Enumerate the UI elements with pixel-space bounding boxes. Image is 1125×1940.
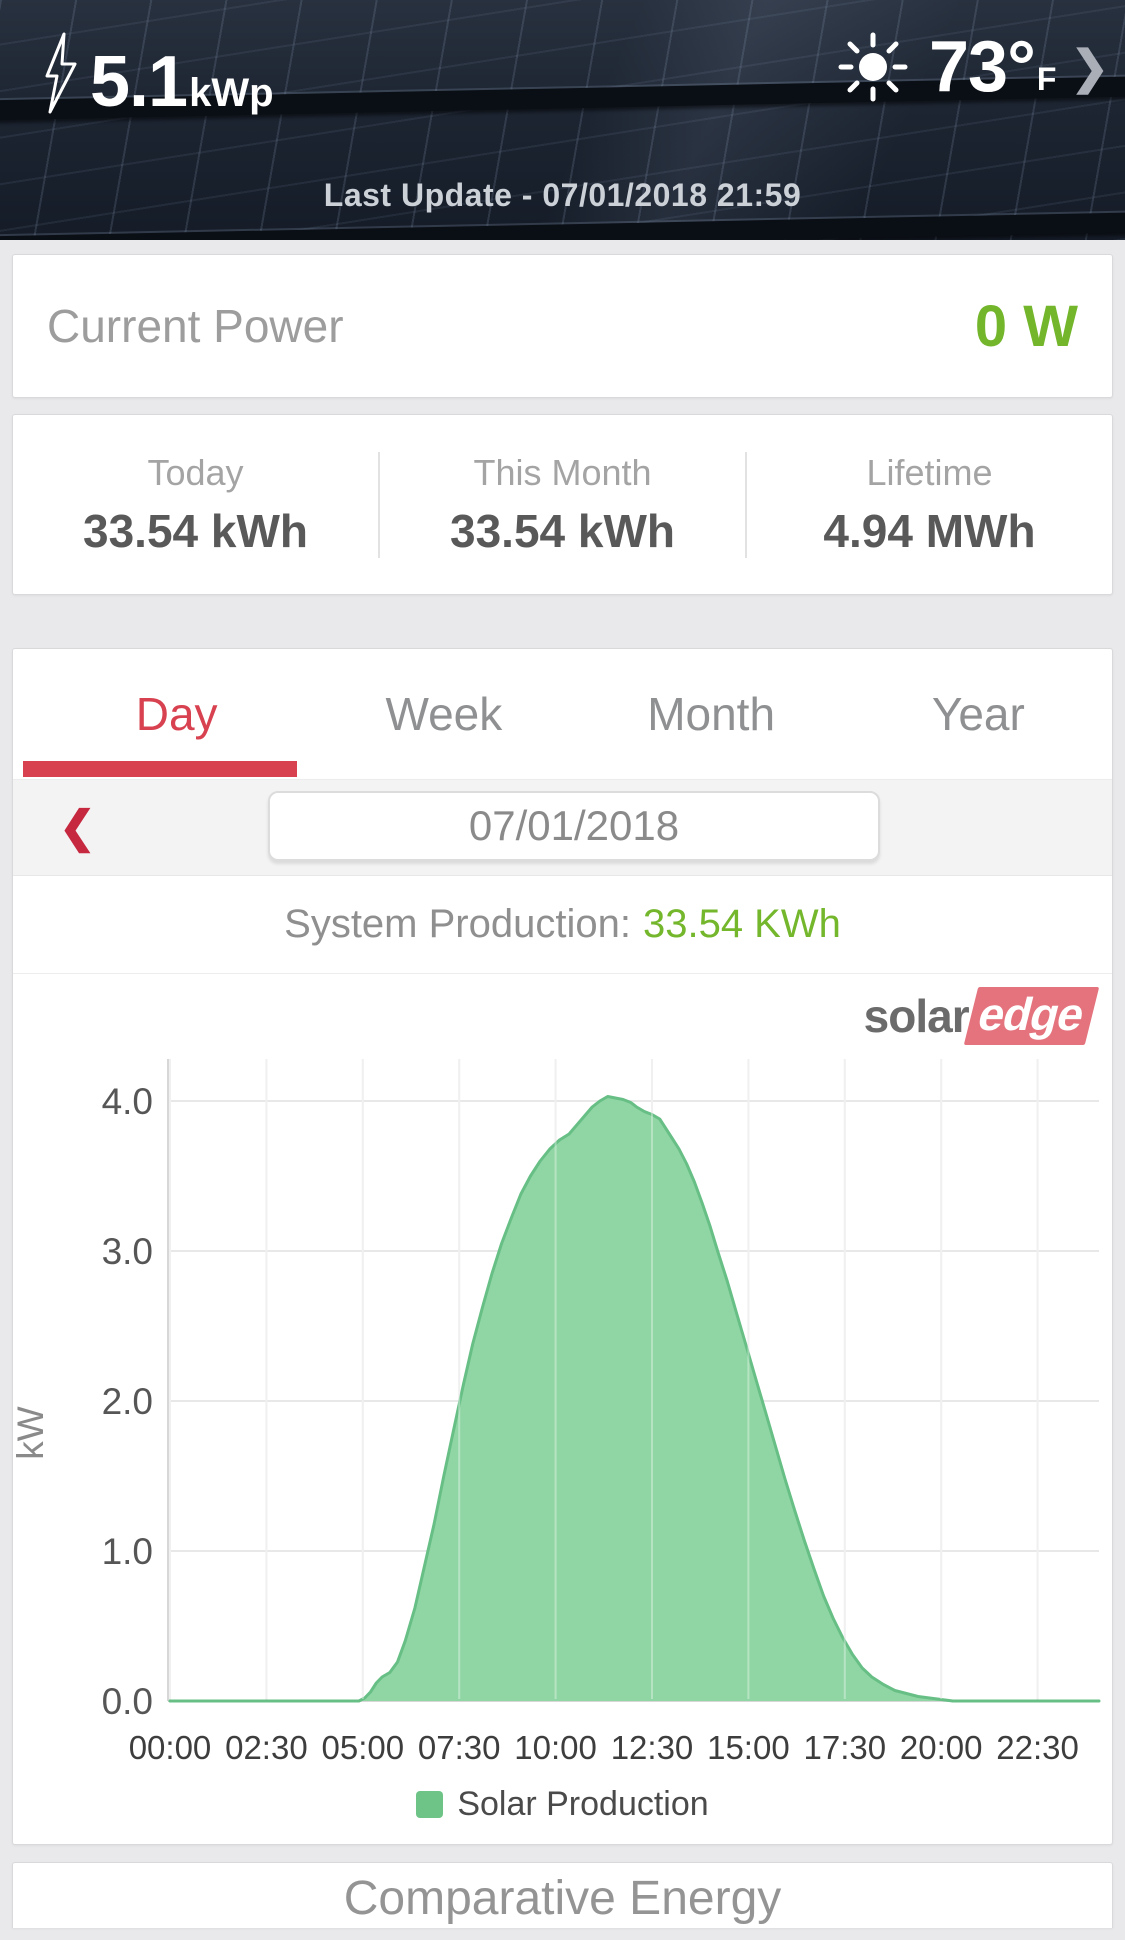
logo-text-solar: solar	[863, 990, 970, 1042]
sun-icon	[838, 32, 908, 102]
svg-text:22:30: 22:30	[996, 1729, 1079, 1766]
svg-text:10:00: 10:00	[514, 1729, 597, 1766]
stat-label: Lifetime	[866, 451, 993, 493]
stat-label: Today	[147, 451, 244, 493]
active-tab-underline	[23, 761, 297, 777]
stat-value: 4.94 MWh	[823, 504, 1036, 557]
weather-group: 73° F ❯	[837, 26, 1109, 108]
stat-today: Today 33.54 kWh	[13, 452, 378, 558]
comparative-energy-title: Comparative Energy	[343, 1872, 782, 1925]
current-power-card: Current Power 0 W	[12, 254, 1113, 398]
stat-value: 33.54 kWh	[83, 504, 308, 557]
temperature-unit: F	[1036, 61, 1057, 97]
svg-text:05:00: 05:00	[322, 1729, 405, 1766]
last-update-text: Last Update - 07/01/2018 21:59	[323, 177, 802, 213]
lightning-icon	[45, 32, 77, 114]
comparative-energy-card: Comparative Energy	[12, 1862, 1113, 1928]
svg-text:12:30: 12:30	[611, 1729, 694, 1766]
tab-year[interactable]: Year	[931, 688, 1025, 740]
stat-this-month: This Month 33.54 kWh	[380, 452, 745, 558]
divider	[745, 451, 747, 558]
svg-text:0.0: 0.0	[102, 1681, 153, 1722]
date-navigation-strip: ❮ 07/01/2018	[13, 779, 1112, 876]
svg-text:1.0: 1.0	[102, 1531, 153, 1572]
current-power-value: 0 W	[974, 293, 1078, 359]
production-chart-svg[interactable]: 0.0 1.0 2.0 3.0 4.0 00:00 02:30 05:00 07:30 10:00…	[10, 1041, 1114, 1811]
system-size-value: 5.1	[90, 42, 188, 122]
svg-text:20:00: 20:00	[900, 1729, 983, 1766]
legend-label: Solar Production	[457, 1784, 709, 1823]
current-power-label: Current Power	[47, 300, 344, 352]
divider	[378, 451, 380, 558]
temperature-value: 73°	[929, 27, 1036, 107]
legend-swatch	[416, 1790, 444, 1818]
svg-text:15:00: 15:00	[707, 1729, 790, 1766]
system-production-value: 33.54 KWh	[642, 902, 841, 946]
production-chart-card: Day Week Month Year ❮ 07/01/2018 System …	[10, 648, 1114, 1845]
stat-value: 33.54 kWh	[450, 504, 675, 557]
svg-text:kW: kW	[13, 1406, 51, 1460]
panel-rail-decoration	[0, 211, 1125, 240]
svg-text:4.0: 4.0	[102, 1081, 153, 1122]
system-production-row: System Production: 33.54 KWh	[13, 876, 1112, 974]
tab-week[interactable]: Week	[385, 688, 503, 740]
period-tabs: Day Week Month Year	[13, 649, 1112, 779]
system-production-label: System Production:	[284, 902, 631, 946]
chart-legend[interactable]: Solar Production	[13, 1783, 1112, 1825]
tab-month[interactable]: Month	[647, 688, 776, 740]
energy-stats-card: Today 33.54 kWh This Month 33.54 kWh Lif…	[12, 414, 1113, 595]
chevron-right-icon[interactable]: ❯	[1070, 41, 1109, 93]
stat-label: This Month	[473, 451, 652, 493]
production-chart[interactable]: 0.0 1.0 2.0 3.0 4.0 00:00 02:30 05:00 07:30 10:00…	[10, 1041, 1114, 1811]
system-size-unit: kWp	[189, 71, 274, 115]
system-size-group: 5.1 kWp	[40, 20, 274, 123]
solaredge-logo: solar edge	[863, 987, 1100, 1045]
svg-text:2.0: 2.0	[102, 1381, 153, 1422]
svg-text:02:30: 02:30	[225, 1729, 308, 1766]
header-banner: 5.1 kWp 73° F ❯ Last Updat	[0, 0, 1125, 240]
previous-day-button[interactable]: ❮	[59, 803, 96, 852]
svg-text:07:30: 07:30	[418, 1729, 501, 1766]
logo-text-edge: edge	[963, 987, 1100, 1045]
tab-day[interactable]: Day	[135, 688, 218, 740]
svg-text:00:00: 00:00	[129, 1729, 212, 1766]
date-picker[interactable]: 07/01/2018	[268, 791, 880, 861]
svg-text:17:30: 17:30	[804, 1729, 887, 1766]
stat-lifetime: Lifetime 4.94 MWh	[747, 452, 1112, 558]
svg-text:3.0: 3.0	[102, 1231, 153, 1272]
